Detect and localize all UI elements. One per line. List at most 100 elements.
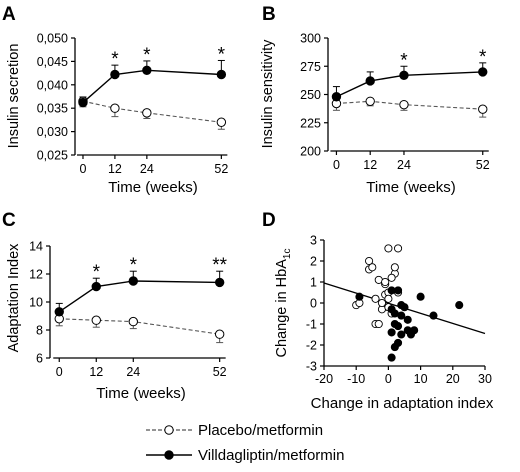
panel-b: B 200 225 250 275 300 0 12 24 52 * * Time (weeks) Ins… (260, 4, 490, 196)
x-tick-label: 12 (89, 365, 103, 379)
significance-marker: * (111, 49, 119, 70)
vildagliptin-point (128, 276, 138, 286)
y-tick-label: 0,050 (37, 32, 68, 46)
x-tick-label: 24 (140, 162, 154, 176)
placebo-point (216, 117, 227, 127)
y-tick-label: 0,025 (37, 149, 68, 163)
x-tick-label: 0 (385, 372, 392, 386)
placebo-point (142, 108, 152, 118)
vildagliptin-scatter-point (429, 311, 438, 320)
y-tick-label: 3 (310, 234, 317, 248)
y-tick-label: 0,040 (37, 78, 68, 92)
y-tick-label: -2 (306, 339, 317, 353)
panel-a: A 0,025 0,030 0,035 0,040 0,045 0,050 0 12 24 52 * *… (2, 4, 228, 196)
y-tick-label: 275 (300, 60, 321, 74)
significance-marker: * (218, 44, 226, 65)
legend-vilda-marker (164, 450, 174, 460)
y-tick-label: 225 (300, 116, 321, 130)
legend-placebo-label: Placebo/metformin (198, 422, 323, 439)
x-axis-label: Time (weeks) (108, 179, 197, 196)
placebo-scatter-point (394, 244, 403, 253)
x-tick-label: 0 (80, 162, 87, 176)
placebo-point (399, 99, 409, 110)
x-tick-label: -20 (315, 372, 333, 386)
panel-letter: B (262, 4, 276, 25)
x-tick-label: 52 (476, 158, 490, 172)
vildagliptin-point (91, 281, 101, 292)
y-tick-label: 0,030 (37, 125, 68, 139)
x-tick-label: 20 (446, 372, 460, 386)
significance-marker: * (479, 47, 487, 68)
vildagliptin-scatter-point (416, 292, 425, 301)
placebo-line (59, 318, 220, 335)
panel-letter: A (2, 4, 16, 25)
vildagliptin-point (78, 97, 88, 108)
placebo-point (110, 103, 120, 113)
placebo-scatter-point (390, 263, 399, 272)
significance-marker: * (93, 262, 101, 283)
y-tick-label: 200 (300, 145, 321, 159)
y-axis-label-main: Change in HbA (274, 259, 290, 358)
vildagliptin-scatter-point (387, 353, 396, 362)
y-tick-label: 0 (310, 297, 317, 311)
x-tick-label: 12 (108, 162, 122, 176)
vildagliptin-point (110, 69, 120, 80)
vildagliptin-point (365, 76, 375, 86)
placebo-point (365, 96, 375, 106)
placebo-point (478, 104, 488, 114)
vildagliptin-scatter-point (406, 330, 415, 339)
vildagliptin-line (58, 280, 220, 313)
placebo-scatter-point (365, 256, 374, 266)
placebo-point (214, 329, 225, 339)
vildagliptin-point (216, 69, 227, 80)
y-tick-label: -1 (306, 318, 317, 332)
vildagliptin-scatter-point (390, 343, 399, 352)
placebo-line (82, 100, 222, 123)
vildagliptin-line (82, 69, 222, 104)
x-tick-label: 12 (363, 158, 377, 172)
significance-marker: * (130, 255, 138, 276)
y-tick-label: 1 (310, 276, 317, 290)
x-axis-label: Time (weeks) (96, 385, 185, 402)
placebo-point (128, 316, 138, 327)
vildagliptin-scatter-point (403, 315, 412, 324)
x-tick-label: 0 (333, 158, 340, 172)
placebo-scatter-point (384, 294, 393, 303)
vildagliptin-scatter-point (394, 322, 403, 331)
significance-marker: * (400, 50, 408, 71)
placebo-scatter-point (371, 294, 380, 303)
y-axis-label: Change in HbA1c (274, 249, 293, 358)
vildagliptin-point (478, 67, 488, 77)
y-tick-label: 10 (29, 296, 43, 310)
legend-vilda-label: Villdagliptin/metformin (198, 447, 344, 464)
y-axis-label: Insulin sensitivity (260, 39, 276, 149)
placebo-scatter-point (377, 298, 387, 308)
x-tick-label: 52 (213, 365, 227, 379)
x-tick-label: 24 (397, 158, 411, 172)
vildagliptin-scatter-point (455, 301, 464, 310)
vildagliptin-point (331, 92, 342, 102)
vildagliptin-scatter-point (397, 330, 406, 339)
vildagliptin-scatter-point (355, 292, 364, 301)
vildagliptin-scatter-point (400, 303, 409, 312)
placebo-point (91, 315, 101, 325)
y-tick-label: -3 (306, 360, 317, 374)
vildagliptin-line (336, 71, 483, 98)
placebo-scatter-point (387, 273, 396, 282)
vildagliptin-point (142, 65, 152, 75)
x-axis-label: Change in adaptation index (311, 395, 494, 412)
legend: Placebo/metformin Villdagliptin/metformi… (146, 422, 344, 464)
vildagliptin-scatter-point (394, 286, 403, 295)
vildagliptin-point (54, 307, 64, 317)
x-tick-label: 24 (126, 365, 140, 379)
y-tick-label: 300 (300, 32, 321, 46)
panel-letter: D (262, 210, 276, 231)
placebo-scatter-point (374, 319, 383, 329)
legend-placebo-marker (164, 425, 174, 435)
y-axis-label: Insulin secretion (6, 44, 22, 149)
vildagliptin-scatter-point (387, 328, 396, 337)
y-tick-label: 12 (29, 268, 43, 282)
y-tick-label: 250 (300, 88, 321, 102)
